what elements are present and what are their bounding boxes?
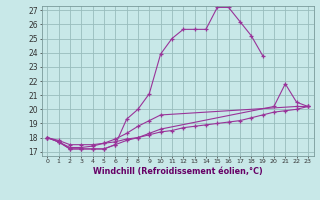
X-axis label: Windchill (Refroidissement éolien,°C): Windchill (Refroidissement éolien,°C) [93,167,262,176]
